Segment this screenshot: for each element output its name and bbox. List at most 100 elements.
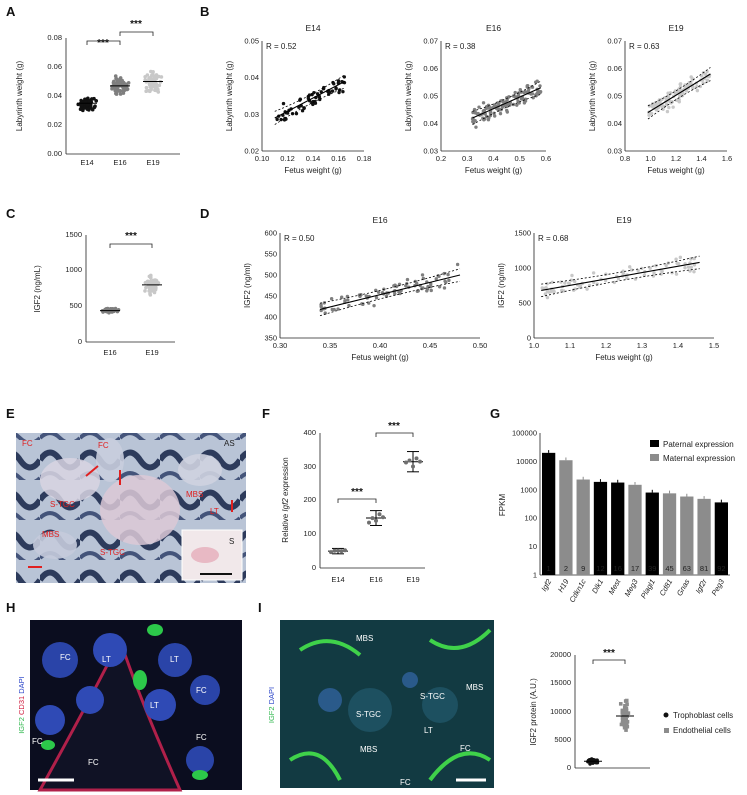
panel-d-e19-point [563, 281, 567, 285]
panel-g-bar [714, 502, 728, 575]
legend-endothelial-label: Endothelial cells [673, 726, 731, 735]
panel-d-e19-point [573, 287, 577, 291]
panel-d-e19-point [636, 268, 640, 273]
panel-a-point [156, 88, 160, 92]
panel-g-rank: 9 [581, 564, 585, 573]
panel-i-point-endothelial [620, 709, 625, 713]
panel-a-point [112, 79, 116, 84]
panel-b-e14-point [306, 96, 311, 101]
panel-a-point [118, 81, 122, 86]
panel-d-e19-point [544, 285, 548, 290]
panel-d-e16-point [346, 298, 350, 302]
panel-d-e19-point [566, 281, 571, 285]
panel-b-e19-point [665, 109, 670, 114]
panel-a-point [154, 73, 159, 77]
panel-a-point [78, 107, 83, 111]
panel-a-point [143, 74, 147, 79]
panel-f-sig-bracket-1 [337, 498, 377, 503]
panel-d-e19-point [591, 271, 596, 275]
panel-b-e16-point [538, 91, 542, 95]
if-h-label-fc-2: FC [196, 686, 207, 695]
panel-f-point [404, 460, 408, 465]
panel-c-point [148, 293, 153, 297]
panel-a-point [115, 89, 119, 94]
panel-f-ytick-4: 400 [303, 428, 316, 437]
panel-a-sig-2: *** [130, 19, 142, 30]
panel-b-e19-point [698, 84, 703, 89]
if-h-label-fc-3: FC [32, 737, 43, 746]
panel-a-point [115, 86, 120, 90]
panel-a-point [147, 81, 152, 86]
panel-d-e16-point [329, 296, 334, 301]
panel-d-e19-point [569, 278, 574, 282]
panel-d-e16-ci-lower [319, 280, 461, 317]
panel-b-e14-xlabel: Fetus weight (g) [284, 166, 342, 175]
panel-g-xtick: H19 [556, 577, 571, 594]
if-i-label-stgc-2: S-TGC [420, 692, 445, 701]
panel-d-e16-xlabel: Fetus weight (g) [351, 353, 409, 362]
panel-i-point-endothelial [625, 724, 630, 729]
panel-c-sig: *** [125, 231, 137, 242]
if-i-label-mbs-1: MBS [356, 634, 373, 643]
panel-a-sig-bracket-1 [86, 40, 121, 45]
if-i-channel-labels: IGF2 DAPI [267, 687, 276, 723]
panel-g-bar [559, 460, 573, 575]
panel-b-e14-point [275, 117, 279, 122]
panel-f-xtick-e19: E19 [406, 575, 419, 584]
panel-d-e16-point [455, 262, 460, 267]
panel-b-e14-point [300, 109, 305, 113]
panel-d-e16-ytick: 600 [264, 229, 277, 238]
panel-d-e16-point [404, 284, 408, 288]
panel-g-rank: 63 [683, 564, 691, 573]
panel-b-e19-point [705, 79, 709, 83]
panel-e-micrograph: FC AS S-TGC MBS MBS LT S-TGC FC S [16, 433, 246, 583]
panel-d-e19-point [559, 280, 563, 284]
panel-d-e19-point [550, 280, 554, 284]
panel-g-rank: 2 [564, 564, 568, 573]
panel-g-chart: FPKM Paternal expression Maternal expres… [498, 429, 735, 605]
panel-b-e19-ci-lower [647, 80, 711, 120]
panel-g-rank: 39 [648, 564, 656, 573]
panel-b-e14-point [334, 87, 338, 91]
panel-i-point-endothelial [620, 716, 625, 720]
panel-d-e19-xtick: 1.2 [601, 341, 611, 350]
panel-f-sig-2: *** [388, 421, 400, 432]
panel-b-e16-xtick: 0.2 [436, 154, 446, 163]
panel-c-sig-bracket [109, 243, 153, 248]
panel-a-point [121, 88, 125, 93]
panel-d-e16-title: E16 [372, 215, 387, 225]
panel-b-e14-fit-line [274, 80, 346, 119]
panel-d-e16-point [429, 282, 433, 286]
ihc-label-lt: LT [210, 507, 219, 516]
panel-a-point [93, 104, 97, 109]
panel-b-e16-point [538, 84, 542, 88]
panel-b-e14-xtick: 0.16 [331, 154, 346, 163]
panel-i-point-endothelial [618, 702, 623, 706]
if-h-label-lt-2: LT [170, 655, 179, 664]
panel-d-e19-point [616, 276, 621, 281]
panel-a-point [157, 83, 162, 88]
panel-b-e19-point [673, 89, 678, 93]
panel-a-point [85, 107, 90, 111]
panel-g-rank: 92 [717, 564, 725, 573]
panel-f-point [367, 520, 371, 525]
panel-f-point [414, 456, 419, 461]
panel-b-e16-point [535, 79, 539, 83]
panel-g-xtick: Dlk1 [590, 578, 605, 596]
panel-b-e19-point [664, 102, 669, 107]
panel-d-e19-point [683, 266, 687, 270]
panel-i-micrograph: MBS MBS S-TGC S-TGC MBS LT FC FC IGF2 DA… [267, 620, 494, 788]
if-i-label-lt: LT [424, 726, 433, 735]
panel-letter-d: D [200, 206, 209, 221]
panel-d-e16-point [405, 277, 410, 282]
panel-b-e19-xlabel: Fetus weight (g) [647, 166, 705, 175]
panel-letter-h: H [6, 600, 15, 615]
ihc-label-s: S [229, 537, 234, 546]
panel-d-e16-point [393, 283, 397, 287]
panel-d-e19-xtick: 1.5 [709, 341, 719, 350]
panel-f-xtick-e16: E16 [369, 575, 382, 584]
panel-g-ylabel: FPKM [498, 494, 507, 517]
panel-b-e19-point [678, 85, 683, 89]
panel-a-point [154, 82, 158, 87]
panel-g-xtick: Meg3 [623, 577, 641, 598]
